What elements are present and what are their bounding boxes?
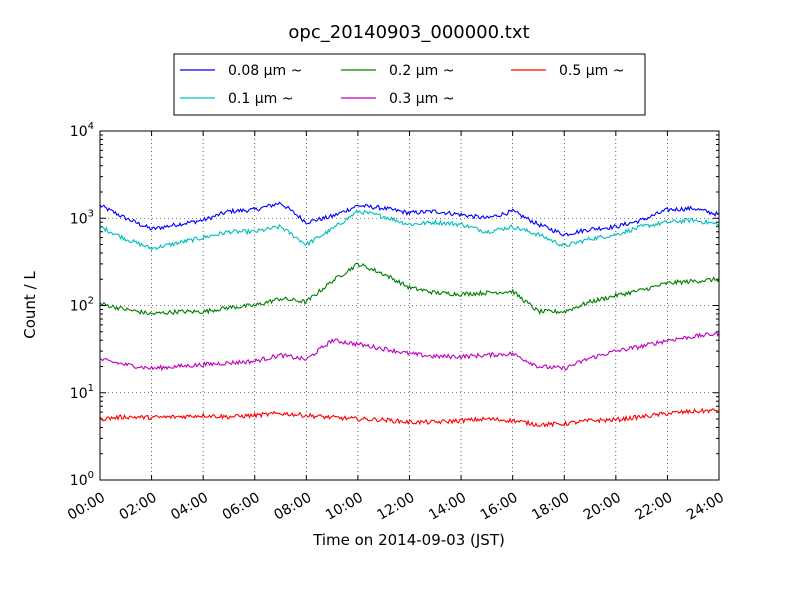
x-tick-label: 14:00: [426, 490, 469, 524]
legend-label: 0.5 μm ~: [559, 63, 624, 79]
x-tick-label: 10:00: [323, 490, 366, 524]
plot-frame: [99, 130, 720, 481]
x-axis-label: Time on 2014-09-03 (JST): [312, 531, 505, 549]
x-tick-label: 22:00: [632, 490, 675, 524]
legend-label: 0.08 μm ~: [228, 63, 302, 79]
series-line: [99, 330, 720, 372]
x-tick-label: 16:00: [478, 490, 521, 524]
x-tick-label: 06:00: [220, 490, 263, 524]
y-tick-label: 100: [70, 470, 94, 489]
legend-label: 0.1 μm ~: [228, 91, 293, 107]
legend: 0.08 μm ~ 0.1 μm ~ 0.2 μm ~ 0.3 μm ~ 0.5 μm …: [173, 53, 646, 116]
x-tick-label: 20:00: [581, 490, 624, 524]
y-axis-label: Count / L: [21, 271, 39, 339]
y-tick-label: 101: [70, 383, 94, 402]
x-tick-label: 08:00: [271, 490, 314, 524]
x-tick-label: 00:00: [65, 490, 108, 524]
series-line: [99, 209, 720, 251]
series-line: [99, 262, 720, 316]
x-tick-label: 18:00: [529, 490, 572, 524]
x-tick-label: 24:00: [684, 490, 727, 524]
legend-label: 0.3 μm ~: [389, 91, 454, 107]
legend-box: [173, 53, 646, 116]
x-tick-label: 12:00: [375, 490, 418, 524]
x-tick-label: 02:00: [117, 490, 160, 524]
legend-label: 0.2 μm ~: [389, 63, 454, 79]
chart-title: opc_20140903_000000.txt: [288, 22, 529, 43]
y-tick-label: 102: [70, 296, 94, 315]
series-line: [99, 201, 720, 237]
y-tick-label: 103: [70, 208, 94, 227]
x-tick-label: 04:00: [168, 490, 211, 524]
y-tick-label: 104: [70, 121, 94, 140]
series-line: [99, 407, 720, 428]
plot-area: 00:00 02:00 04:00 06:00 08:00 10:00 12:00 14:00…: [65, 121, 727, 524]
